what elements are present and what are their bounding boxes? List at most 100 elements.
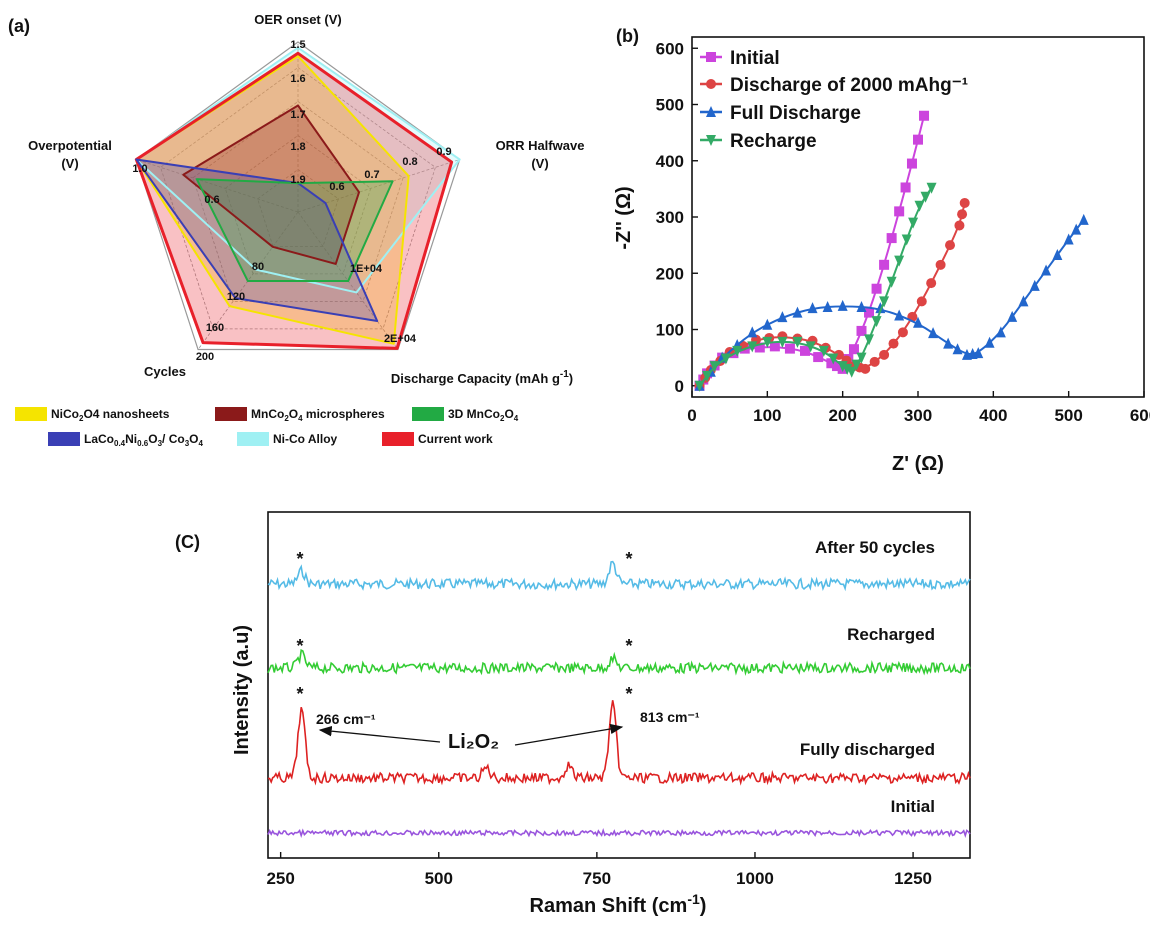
point bbox=[913, 134, 923, 145]
point bbox=[900, 182, 911, 193]
raman-series-line bbox=[267, 560, 971, 592]
legend-label-part: Current work bbox=[418, 432, 493, 446]
point bbox=[1063, 233, 1074, 245]
y-tick-label: 300 bbox=[656, 208, 684, 227]
radar-series-fill bbox=[136, 56, 409, 344]
radar-tick-label: 0.8 bbox=[402, 156, 417, 168]
y-tick-label: 200 bbox=[656, 264, 684, 283]
radar-spoke bbox=[297, 159, 460, 213]
point bbox=[894, 206, 905, 217]
point bbox=[906, 158, 917, 169]
peak-annotation: 813 cm⁻¹ bbox=[640, 709, 700, 725]
point bbox=[1071, 223, 1082, 235]
point bbox=[800, 345, 810, 356]
point bbox=[879, 259, 890, 270]
point bbox=[747, 341, 758, 353]
point bbox=[919, 110, 930, 121]
point bbox=[860, 363, 871, 374]
point bbox=[888, 338, 899, 349]
point bbox=[879, 349, 890, 360]
radar-series-line bbox=[182, 104, 361, 265]
radar-legend-label: LaCo0.4Ni0.6O3/ Co3O4 bbox=[84, 432, 204, 448]
legend-label-part: 3D MnCo bbox=[448, 407, 500, 421]
point bbox=[864, 334, 875, 346]
y-tick-label: 600 bbox=[656, 39, 684, 58]
x-tick-label: 300 bbox=[904, 406, 932, 425]
point bbox=[875, 302, 886, 314]
peak-star: * bbox=[625, 636, 632, 656]
point bbox=[826, 358, 837, 369]
legend-label-part: O4 nanosheets bbox=[83, 407, 169, 421]
radar-tick-label: 1.0 bbox=[132, 163, 147, 175]
point bbox=[935, 259, 946, 270]
radar-legend: NiCo2O4 nanosheets MnCo2O4 microspheres 3D… bbox=[15, 407, 519, 448]
legend-label-part: O bbox=[504, 407, 513, 421]
nyquist-legend-label: Full Discharge bbox=[730, 103, 861, 124]
radar-tick-label: 1E+04 bbox=[350, 263, 383, 275]
point bbox=[916, 296, 927, 307]
x-tick-label: 250 bbox=[266, 869, 294, 888]
panel-label-c: (C) bbox=[175, 532, 200, 552]
point bbox=[954, 220, 965, 231]
point bbox=[777, 311, 788, 323]
peak-star: * bbox=[625, 684, 632, 704]
raman-series-label: Fully discharged bbox=[800, 740, 935, 759]
radar-axis-name: Discharge Capacity (mAh g-1) bbox=[391, 369, 573, 386]
point bbox=[959, 197, 970, 208]
radar-tick-label: 0.6 bbox=[329, 181, 344, 193]
legend-label-part: 4 bbox=[514, 414, 519, 423]
point bbox=[871, 316, 882, 328]
point bbox=[706, 79, 716, 89]
legend-label-part: Ni-Co Alloy bbox=[273, 432, 338, 446]
radar-axis-name: (V) bbox=[61, 156, 78, 171]
radar-grid-ring bbox=[192, 101, 404, 302]
point bbox=[754, 342, 765, 353]
point bbox=[837, 299, 848, 311]
panel-label-a: (a) bbox=[8, 16, 30, 36]
raman-series-label: Recharged bbox=[847, 625, 935, 644]
point bbox=[901, 234, 912, 246]
point bbox=[1041, 264, 1052, 276]
radar-tick-label: 120 bbox=[227, 291, 245, 303]
legend-label-part: / Co bbox=[162, 432, 185, 446]
y-axis-label: Intensity (a.u) bbox=[231, 625, 253, 755]
radar-series-fill bbox=[196, 179, 393, 282]
point bbox=[837, 361, 848, 373]
point bbox=[952, 343, 963, 355]
x-tick-label: 750 bbox=[583, 869, 611, 888]
nyquist-legend-label: Discharge of 2000 mAhg⁻¹ bbox=[730, 75, 968, 96]
point bbox=[706, 106, 716, 117]
y-tick-label: 0 bbox=[675, 377, 684, 396]
radar-legend-swatch bbox=[412, 407, 444, 421]
legend-label-part: MnCo bbox=[251, 407, 284, 421]
raman-series-line bbox=[267, 648, 971, 676]
point bbox=[846, 366, 857, 378]
legend-label-part: LaCo bbox=[84, 432, 114, 446]
radar-spoke bbox=[136, 159, 299, 213]
radar-tick-label: 1.9 bbox=[290, 174, 305, 186]
peak-star: * bbox=[625, 549, 632, 569]
x-tick-label: 1250 bbox=[894, 869, 932, 888]
point bbox=[871, 283, 882, 294]
nyquist-chart: 0 100 200 300 400 500 600 0 100 200 300 400 500 600 Z'… bbox=[613, 36, 1150, 475]
point bbox=[720, 353, 731, 365]
peak-star: * bbox=[296, 684, 303, 704]
point bbox=[832, 361, 843, 372]
point bbox=[762, 336, 773, 348]
radar-series-line bbox=[135, 158, 379, 322]
radar-axis-name: OER onset (V) bbox=[254, 12, 341, 27]
legend-label-part: O bbox=[148, 432, 157, 446]
legend-label-part: O bbox=[289, 407, 298, 421]
point bbox=[805, 341, 816, 353]
x-axis-label-close: ) bbox=[700, 895, 707, 917]
point bbox=[913, 316, 923, 328]
x-tick-label: 500 bbox=[1054, 406, 1082, 425]
raman-series-line bbox=[267, 828, 971, 839]
point bbox=[747, 326, 758, 338]
point bbox=[894, 309, 905, 321]
legend-label-part: microspheres bbox=[303, 407, 385, 421]
raman-series-label: Initial bbox=[891, 797, 935, 816]
radar-grid-ring bbox=[257, 169, 339, 247]
point bbox=[886, 233, 897, 244]
compound-label: Li₂O₂ bbox=[448, 731, 499, 753]
